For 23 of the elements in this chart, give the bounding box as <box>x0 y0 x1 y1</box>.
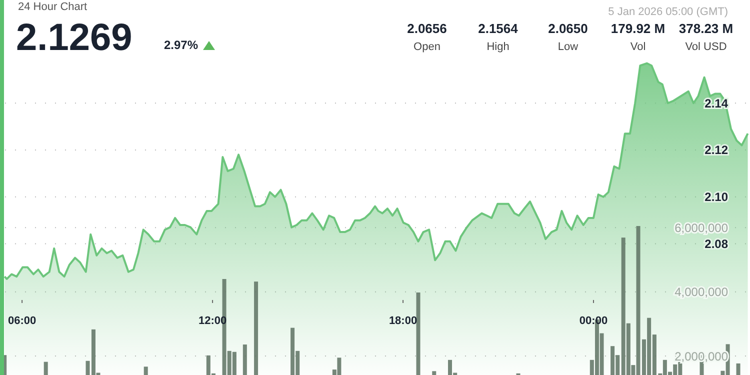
chart-title: 24 Hour Chart <box>18 1 88 13</box>
annotation: 2.0656 <box>407 21 447 36</box>
y-tick-label: 2.10 <box>704 190 728 204</box>
y-tick-label: 2.12 <box>704 143 728 158</box>
annotation: 5 Jan 2026 05:00 (GMT) <box>608 6 728 18</box>
annotation: 378.23 M <box>678 21 734 36</box>
x-tick-label: 06:00 <box>8 315 36 327</box>
y2-tick-label: 4,000,000 <box>674 285 728 300</box>
x-tick-label: 12:00 <box>198 315 227 327</box>
annotation: 2.0650 <box>548 21 588 36</box>
x-tick-label: 00:00 <box>579 315 608 327</box>
y-tick-label: 2.08 <box>704 236 728 251</box>
x-tick-label: 18:00 <box>388 315 418 327</box>
annotation: Vol <box>630 41 646 53</box>
annotation: 2.1564 <box>478 21 519 36</box>
annotation: Open <box>414 41 440 53</box>
annotation: 2.97% <box>164 38 198 52</box>
annotation: High <box>486 41 510 53</box>
annotation: 179.92 M <box>610 21 666 36</box>
y2-tick-label: 6,000,000 <box>674 220 728 235</box>
annotation: Vol USD <box>685 41 727 53</box>
annotation: Low <box>558 41 578 53</box>
annotation: 2.1269 <box>16 17 132 59</box>
